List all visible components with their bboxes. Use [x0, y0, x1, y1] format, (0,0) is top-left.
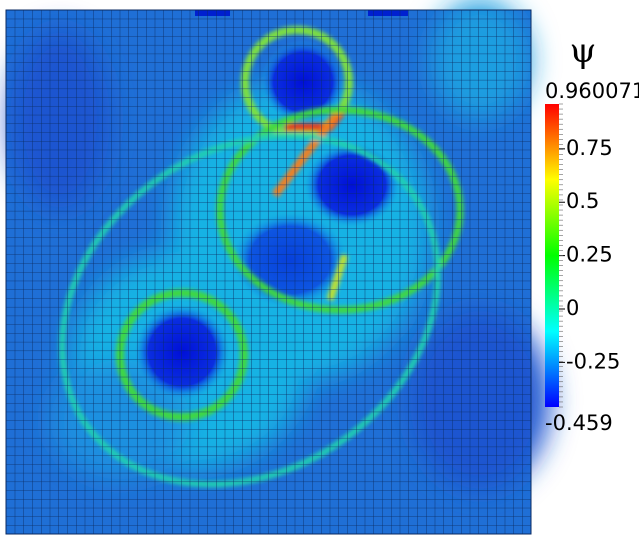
- colorbar: [545, 104, 559, 407]
- field: [5, 0, 550, 535]
- colorbar-title: ψ: [570, 31, 597, 71]
- colorbar-tick-label: 0: [566, 296, 579, 320]
- colorbar-tick-label: 0.5: [566, 189, 599, 213]
- colorbar-tick-label: 0.25: [566, 243, 613, 267]
- colorbar-tick-label: -0.25: [566, 349, 620, 373]
- colorbar-axis: 0.960071 -0.459 0.75 0.5 0.25 0 -0.25: [545, 79, 639, 435]
- colorbar-max-label: 0.960071: [545, 79, 639, 103]
- colorbar-min-label: -0.459: [545, 411, 613, 435]
- colorbar-tick-label: 0.75: [566, 136, 613, 160]
